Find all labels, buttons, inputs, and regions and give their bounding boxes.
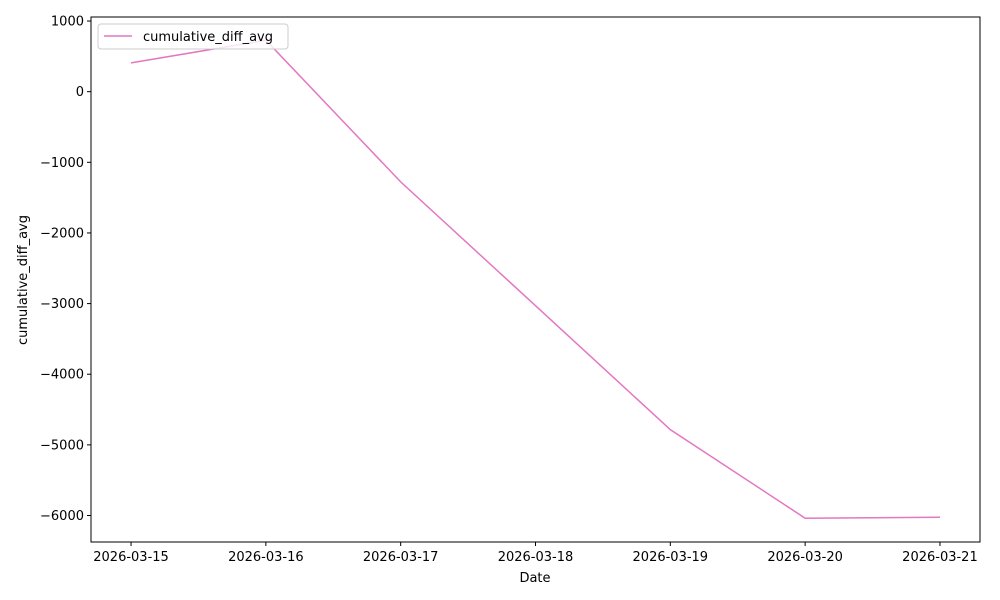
- legend: cumulative_diff_avg: [97, 23, 289, 50]
- y-axis-label: cumulative_diff_avg: [16, 215, 31, 345]
- y-tick-label: 0: [76, 85, 84, 100]
- x-axis-ticks: 2026-03-15 2026-03-16 2026-03-17 2026-03-18…: [93, 542, 978, 565]
- y-tick-label: −6000: [40, 509, 84, 524]
- legend-box: [97, 23, 289, 50]
- x-tick-label: 2026-03-19: [633, 550, 709, 565]
- x-tick-label: 2026-03-15: [93, 550, 169, 565]
- y-tick-label: 1000: [51, 15, 84, 30]
- y-tick-label: −1000: [40, 156, 84, 171]
- series-line-cumulative-diff-avg: [130, 39, 940, 519]
- x-axis-label: Date: [519, 571, 550, 586]
- y-tick-label: −2000: [40, 226, 84, 241]
- y-axis-ticks: 1000 0 −1000 −2000 −3000 −4000 −5000 −6000: [40, 15, 91, 524]
- x-tick-label: 2026-03-17: [363, 550, 439, 565]
- x-tick-label: 2026-03-20: [767, 550, 843, 565]
- y-tick-label: −5000: [40, 438, 84, 453]
- y-tick-label: −3000: [40, 297, 84, 312]
- y-tick-label: −4000: [40, 368, 84, 383]
- x-tick-label: 2026-03-21: [902, 550, 978, 565]
- x-tick-label: 2026-03-18: [498, 550, 574, 565]
- legend-label: cumulative_diff_avg: [143, 30, 273, 45]
- plot-frame: [90, 16, 981, 543]
- x-tick-label: 2026-03-16: [228, 550, 304, 565]
